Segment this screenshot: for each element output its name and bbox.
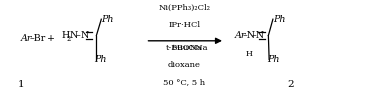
Text: IPr·HCl: IPr·HCl — [169, 21, 200, 29]
Text: –: – — [76, 31, 81, 40]
Text: Ph: Ph — [94, 55, 107, 64]
Text: dioxane: dioxane — [168, 61, 201, 69]
Text: H: H — [246, 50, 253, 58]
Text: –Br: –Br — [30, 34, 46, 43]
Text: N: N — [70, 31, 78, 40]
Text: Ph: Ph — [267, 55, 280, 64]
Text: 2: 2 — [66, 35, 70, 43]
Text: Ph: Ph — [101, 15, 114, 24]
Text: t-BuONa: t-BuONa — [166, 44, 203, 52]
Text: -BuONa: -BuONa — [175, 44, 209, 52]
Text: H: H — [61, 31, 70, 40]
Text: –N: –N — [243, 31, 256, 40]
Text: Ni(PPh₃)₂Cl₂: Ni(PPh₃)₂Cl₂ — [158, 4, 211, 12]
Text: Ar: Ar — [234, 31, 246, 40]
Text: –N: –N — [252, 31, 265, 40]
Text: 50 °C, 5 h: 50 °C, 5 h — [163, 79, 206, 87]
Text: t: t — [172, 44, 175, 52]
Text: 1: 1 — [17, 80, 24, 89]
Text: 2: 2 — [288, 80, 294, 89]
Text: Ar: Ar — [21, 34, 32, 43]
Text: N: N — [81, 31, 89, 40]
Text: Ph: Ph — [273, 15, 285, 24]
Text: +: + — [47, 34, 55, 43]
